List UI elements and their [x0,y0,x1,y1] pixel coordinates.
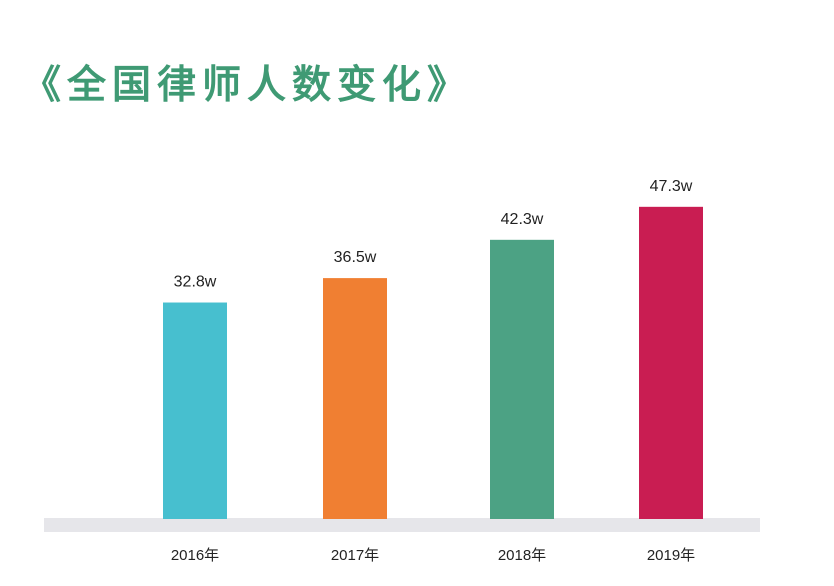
bars-group [163,206,703,519]
bar-value-label: 32.8w [174,274,217,291]
bar-2018年 [490,239,554,519]
bar-value-labels-group: 32.8w 36.5w 42.3w 47.3w [174,178,693,291]
bar-value-label: 42.3w [501,211,544,228]
bar-2019年 [639,206,703,519]
bar-2016年 [163,302,227,519]
x-tick-label: 2016年 [171,547,219,564]
x-tick-label: 2018年 [498,547,546,564]
bar-value-label: 47.3w [650,178,693,195]
chart-title: 《全国律师人数变化》 [22,63,473,108]
x-axis-baseline [44,518,760,532]
bar-value-label: 36.5w [334,249,377,266]
x-tick-label: 2019年 [647,547,695,564]
x-tick-label: 2017年 [331,547,379,564]
bar-2017年 [323,278,387,519]
x-tick-labels-group: 2016年 2017年 2018年 2019年 [171,547,695,564]
